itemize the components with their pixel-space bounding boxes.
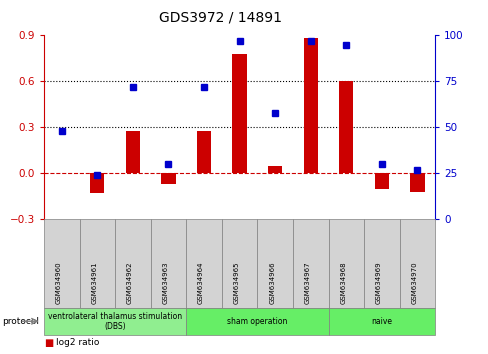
Text: GSM634966: GSM634966 xyxy=(268,262,275,304)
Bar xyxy=(197,131,211,173)
Text: ■: ■ xyxy=(44,338,53,348)
Text: GDS3972 / 14891: GDS3972 / 14891 xyxy=(158,11,281,25)
Text: GSM634968: GSM634968 xyxy=(340,262,346,304)
Bar xyxy=(267,166,282,173)
Text: GSM634960: GSM634960 xyxy=(56,262,61,304)
Text: GSM634970: GSM634970 xyxy=(410,262,417,304)
Bar xyxy=(125,131,140,173)
Text: naive: naive xyxy=(370,317,391,326)
Text: GSM634961: GSM634961 xyxy=(91,262,97,304)
Text: sham operation: sham operation xyxy=(227,317,287,326)
Bar xyxy=(303,39,317,173)
Text: GSM634962: GSM634962 xyxy=(127,262,133,304)
Text: log2 ratio: log2 ratio xyxy=(56,338,100,347)
Text: GSM634963: GSM634963 xyxy=(162,262,168,304)
Text: GSM634964: GSM634964 xyxy=(198,262,203,304)
Text: protocol: protocol xyxy=(2,317,40,326)
Bar xyxy=(161,173,175,184)
Text: GSM634967: GSM634967 xyxy=(304,262,310,304)
Text: ventrolateral thalamus stimulation
(DBS): ventrolateral thalamus stimulation (DBS) xyxy=(48,312,182,331)
Bar xyxy=(409,173,424,192)
Bar xyxy=(90,173,104,193)
Bar xyxy=(232,54,246,173)
Bar xyxy=(339,81,353,173)
Text: GSM634969: GSM634969 xyxy=(375,262,381,304)
Text: GSM634965: GSM634965 xyxy=(233,262,239,304)
Bar xyxy=(374,173,388,189)
